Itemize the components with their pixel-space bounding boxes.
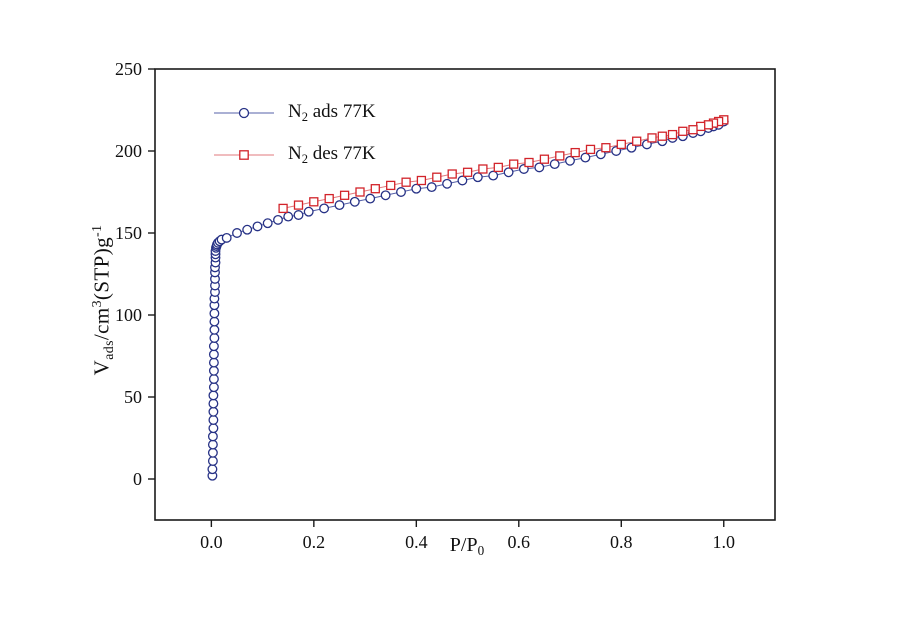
legend-label-suffix: des 77K	[308, 143, 376, 164]
plot-frame	[154, 68, 776, 521]
legend-label-suffix: ads 77K	[308, 101, 376, 122]
x-tick-label: 1.0	[713, 532, 736, 552]
y-axis-title: Vads/cm3(STP)g-1	[89, 225, 117, 376]
y-tick-label: 50	[124, 387, 142, 407]
legend-label-element: N	[288, 101, 302, 122]
x-tick-label: 0.4	[405, 532, 428, 552]
x-axis-title-subscript: 0	[477, 543, 485, 559]
x-axis-title-text: P/P	[449, 534, 478, 556]
legend-label-n2-des: N2 des 77K	[288, 143, 376, 167]
x-tick-label: 0.2	[303, 532, 326, 552]
series-n2-ads	[207, 116, 729, 481]
x-axis-title: P/P0	[450, 534, 484, 559]
legend-swatch-circle-icon	[214, 107, 274, 119]
legend: N2 ads 77K N2 des 77K	[212, 94, 376, 174]
legend-item-n2-ads: N2 ads 77K	[212, 94, 376, 132]
legend-label-subscript: 2	[301, 152, 308, 166]
axis-ticks: 0.0 0.2 0.4 0.6 0.8 1.0 0 50 100 150 200 250	[115, 59, 735, 552]
series-n2-des	[278, 115, 729, 214]
y-axis-title-subscript: ads	[101, 340, 117, 360]
legend-label-subscript: 2	[301, 110, 308, 124]
y-axis-title-cube: 3	[88, 300, 104, 308]
legend-label-n2-ads: N2 ads 77K	[288, 101, 376, 125]
x-tick-label: 0.0	[200, 532, 223, 552]
legend-swatch-square-icon	[214, 150, 274, 160]
y-tick-label: 100	[115, 305, 142, 325]
y-axis-title-stp: (STP)g	[89, 236, 114, 301]
legend-item-n2-des: N2 des 77K	[212, 136, 376, 174]
x-tick-label: 0.8	[610, 532, 633, 552]
y-axis-title-units: /cm	[89, 307, 114, 341]
x-tick-label: 0.6	[508, 532, 531, 552]
legend-label-element: N	[288, 143, 302, 164]
y-tick-label: 150	[115, 223, 142, 243]
y-axis-title-text: V	[89, 359, 114, 376]
y-axis-title-exponent: -1	[88, 224, 104, 237]
y-tick-label: 250	[115, 59, 142, 79]
y-tick-label: 200	[115, 141, 142, 161]
y-tick-label: 0	[133, 469, 142, 489]
